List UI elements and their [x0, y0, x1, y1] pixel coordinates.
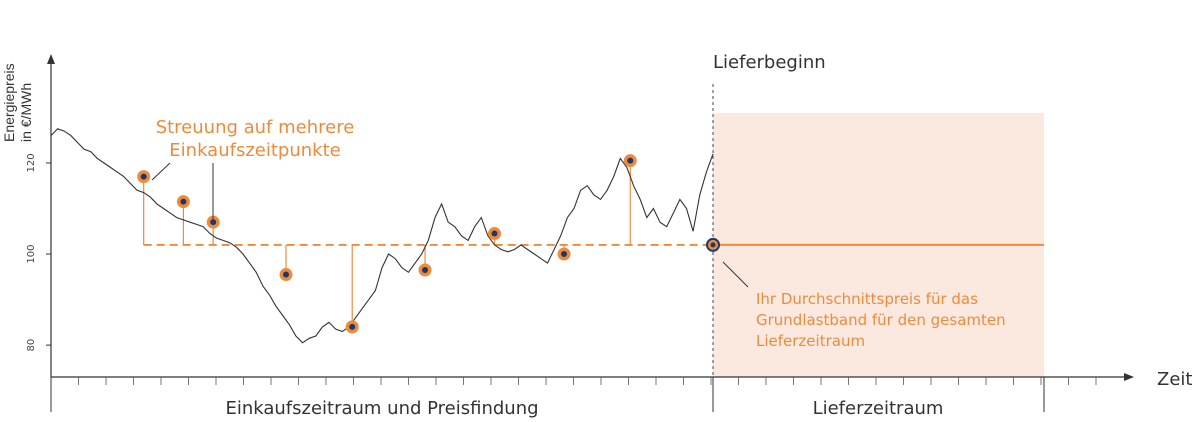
average-price-marker-center	[710, 242, 716, 248]
average-price-label-line2: Grundlastband für den gesamten	[756, 311, 1006, 329]
purchase-point-center	[422, 266, 429, 273]
period-label-purchase: Einkaufszeitraum und Preisfindung	[225, 398, 538, 419]
x-axis-arrow	[1124, 373, 1134, 381]
y-axis-label-line2: in €/MWh	[18, 83, 34, 142]
average-price-marker	[706, 237, 720, 252]
average-price-pointer	[722, 261, 749, 288]
y-axis-label-line1: Energiepreis	[1, 63, 17, 142]
average-price-label-line3: Lieferzeitraum	[756, 332, 865, 350]
y-ticks: 80 100 120	[26, 153, 51, 351]
y-tick-label: 80	[26, 339, 37, 352]
x-axis-label: Zeit	[1157, 369, 1192, 390]
purchase-point-center	[561, 251, 568, 258]
price-series-line	[50, 128, 714, 344]
purchase-point-center	[627, 157, 634, 164]
y-axis-arrow	[47, 54, 55, 64]
purchase-connectors	[143, 160, 631, 327]
streuung-pointer-1	[151, 162, 171, 181]
purchase-point-center	[349, 323, 356, 330]
streuung-label-line1: Streuung auf mehrere	[156, 117, 355, 138]
period-label-delivery: Lieferzeitraum	[813, 398, 944, 419]
x-ticks	[78, 377, 1097, 385]
purchase-point-center	[283, 271, 290, 278]
y-tick-label: 120	[26, 153, 37, 172]
streuung-label-line2: Einkaufszeitpunkte	[169, 140, 340, 161]
purchase-point-center	[140, 173, 147, 180]
purchase-points	[137, 154, 637, 334]
purchase-point-center	[491, 230, 498, 237]
y-tick-label: 100	[26, 244, 37, 263]
average-price-label-line1: Ihr Durchschnittspreis für das	[756, 290, 978, 308]
purchase-point-center	[210, 219, 217, 226]
purchase-point-center	[180, 198, 187, 205]
lieferbeginn-label: Lieferbeginn	[713, 52, 826, 73]
